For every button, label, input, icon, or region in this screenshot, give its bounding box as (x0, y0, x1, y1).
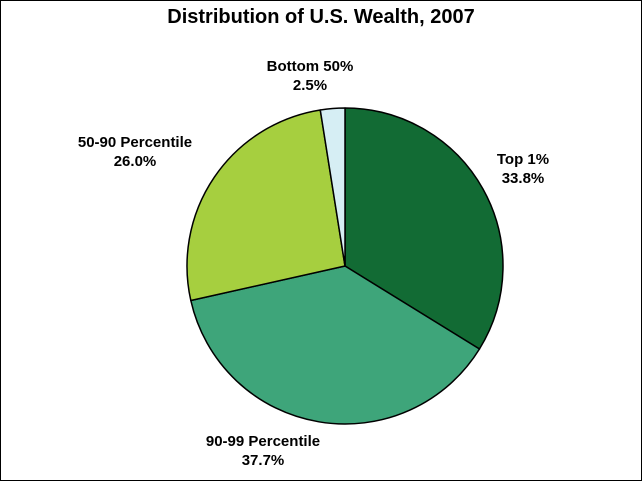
slice-name-50-90-percentile: 50-90 Percentile (77, 134, 193, 151)
slice-name-top-1: Top 1% (496, 151, 550, 168)
slice-name-90-99-percentile: 90-99 Percentile (205, 433, 321, 450)
chart-title: Distribution of U.S. Wealth, 2007 (167, 6, 475, 28)
slice-label-50-90-percentile: 50-90 Percentile 26.0% (50, 133, 220, 171)
slice-value-bottom-50: 2.5% (292, 77, 328, 94)
slice-value-50-90-percentile: 26.0% (113, 153, 157, 170)
slice-name-bottom-50: Bottom 50% (266, 58, 354, 75)
slice-value-top-1: 33.8% (501, 170, 545, 187)
pie-slice-90-99-percentile (190, 265, 481, 425)
pie-slice-50-90-percentile (186, 109, 346, 302)
pie-slice-bottom-50 (319, 107, 346, 267)
pie-slice-top-1 (344, 107, 504, 350)
slice-label-top-1: Top 1% 33.8% (468, 150, 578, 188)
slice-label-bottom-50: Bottom 50% 2.5% (250, 57, 370, 95)
slice-value-90-99-percentile: 37.7% (241, 452, 285, 469)
slice-label-90-99-percentile: 90-99 Percentile 37.7% (178, 432, 348, 470)
